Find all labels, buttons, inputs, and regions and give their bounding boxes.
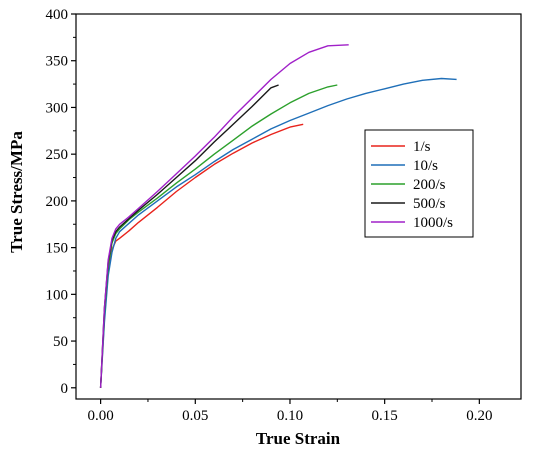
y-tick-label: 350 [46,54,69,70]
x-tick-label: 0.00 [87,408,113,424]
series-line-1000-per-s [99,44,349,388]
series-line-200-per-s [99,84,338,388]
series-line-500-per-s [99,84,279,388]
y-tick-label: 300 [46,100,69,116]
legend-label: 1000/s [413,215,453,231]
x-tick-label: 0.15 [372,408,398,424]
legend-label: 500/s [413,196,446,212]
x-tick-label: 0.10 [277,408,303,424]
x-tick-label: 0.20 [466,408,492,424]
plot-area [75,13,522,400]
y-tick-label: 400 [46,7,69,23]
legend-label: 10/s [413,158,438,174]
plot-frame [75,13,522,400]
y-tick-label: 50 [53,334,68,350]
y-axis-ticks: 0 50 100 150 200 250 300 350 400 [46,7,76,397]
y-tick-label: 0 [61,381,69,397]
series-lines [99,44,457,388]
x-axis-title: True Strain [256,429,341,448]
y-tick-label: 250 [46,147,69,163]
x-tick-label: 0.05 [182,408,208,424]
y-tick-label: 150 [46,241,69,257]
legend: 1/s 10/s 200/s 500/s 1000/s [364,129,474,238]
legend-label: 200/s [413,177,446,193]
legend-label: 1/s [413,139,431,155]
x-axis-ticks: 0.00 0.05 0.10 0.15 0.20 [87,399,492,424]
y-axis-title: True Stress/MPa [7,131,26,253]
y-tick-label: 100 [46,287,69,303]
y-tick-label: 200 [46,194,69,210]
series-line-10-per-s [99,77,457,388]
